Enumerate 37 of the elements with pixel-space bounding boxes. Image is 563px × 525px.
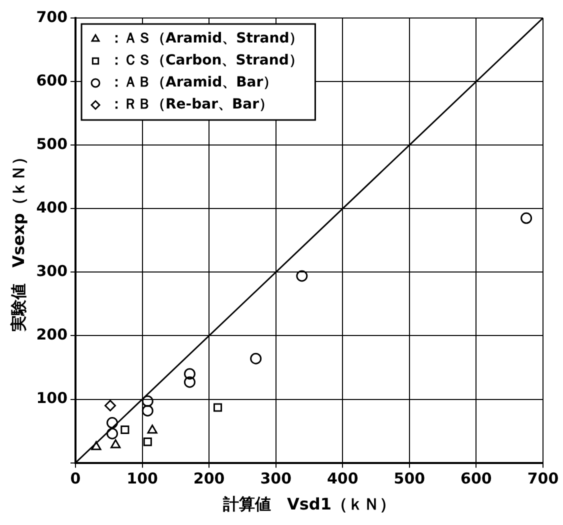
y-tick-label: 700 — [36, 8, 68, 26]
point — [520, 212, 532, 224]
x-tick-label: 0 — [70, 470, 81, 488]
y-tick-label: 400 — [36, 198, 68, 217]
x-tick-label: 600 — [460, 470, 492, 488]
point — [296, 270, 308, 282]
point — [104, 400, 116, 412]
y-axis-title: 実験値 Vsexp（ｋＮ） — [8, 149, 28, 333]
point — [184, 376, 196, 388]
point — [250, 352, 262, 364]
point — [142, 395, 154, 407]
y-tick-label: 200 — [36, 326, 68, 344]
point — [120, 425, 130, 434]
point — [110, 439, 121, 448]
legend-label: ：ＡＳ（Aramid、Strand） — [110, 30, 304, 47]
point — [106, 417, 118, 429]
y-tick-label: 100 — [36, 389, 68, 408]
point — [91, 441, 102, 450]
x-tick-label: 300 — [260, 470, 292, 488]
point — [106, 428, 118, 440]
x-tick-label: 400 — [326, 470, 358, 488]
point — [142, 404, 154, 416]
y-tick-label: 600 — [36, 71, 68, 90]
x-tick-label: 700 — [527, 470, 559, 488]
legend-label: ：ＣＳ（Carbon、Strand） — [110, 52, 303, 69]
point — [143, 438, 152, 446]
y-tick-label: 300 — [36, 262, 68, 280]
legend-label: ：ＲＢ（Re-bar、Bar） — [110, 96, 273, 113]
x-tick-label: 100 — [126, 470, 158, 488]
x-axis-title: 計算値 Vsd1（ｋＮ） — [222, 494, 396, 514]
point — [213, 403, 222, 412]
point — [184, 368, 196, 380]
legend-label: ：ＡＢ（Aramid、Bar） — [110, 74, 278, 91]
x-tick-label: 500 — [394, 470, 426, 488]
point — [147, 424, 158, 434]
y-tick-label: 500 — [36, 134, 68, 153]
x-tick-label: 200 — [193, 470, 225, 488]
